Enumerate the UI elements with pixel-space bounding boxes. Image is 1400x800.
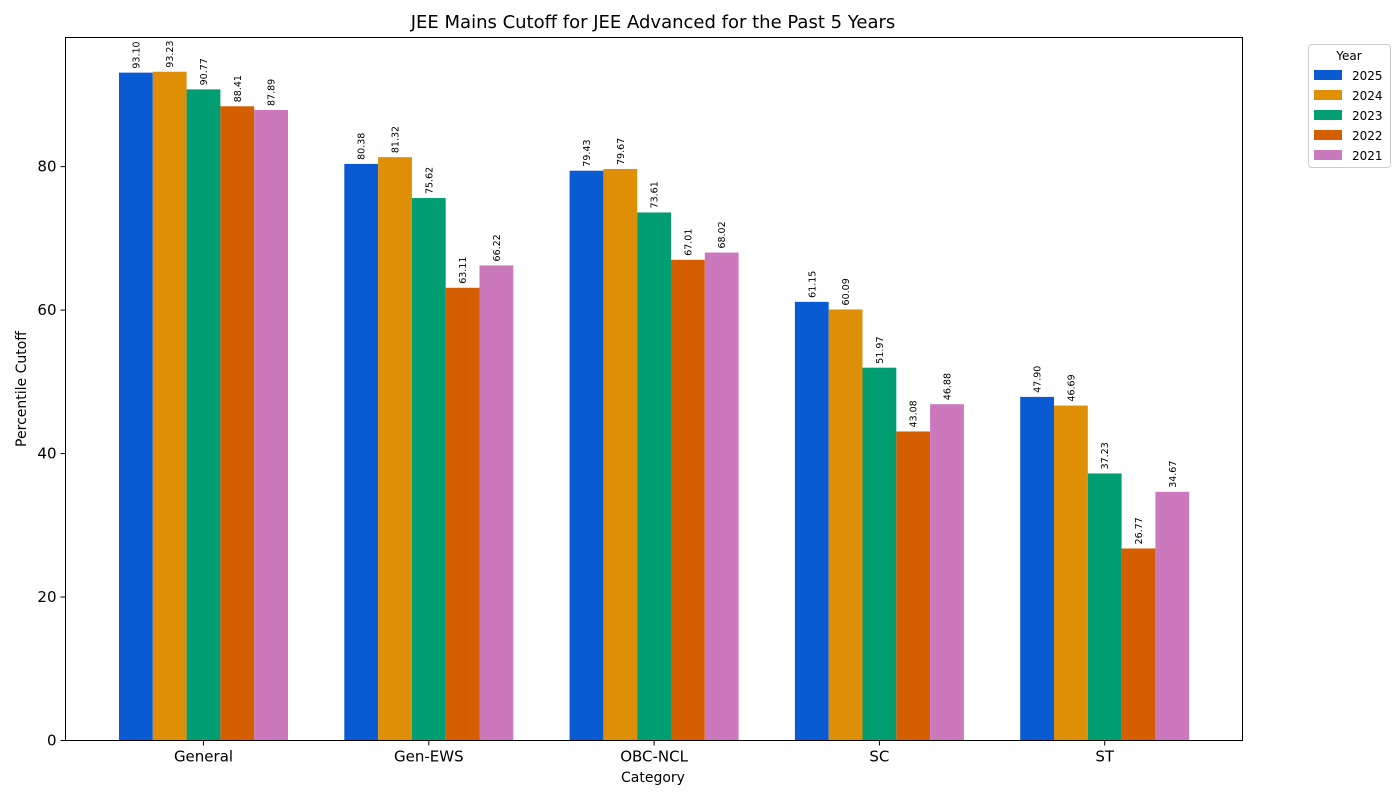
bar-value-label: 75.62: [424, 167, 435, 194]
bar-2024-Gen-EWS: [378, 157, 412, 741]
bar-2022-ST: [1121, 548, 1156, 741]
bar-value-label: 87.89: [267, 79, 278, 106]
bar-2024-ST: [1054, 405, 1088, 741]
bars-layer: [119, 71, 1190, 741]
bar-value-label: 46.69: [1066, 374, 1077, 401]
legend-swatch-2024: [1314, 90, 1342, 100]
y-tick-label: 60: [37, 301, 56, 319]
bar-value-label: 51.97: [875, 336, 886, 363]
bar-value-label: 79.67: [616, 138, 627, 165]
bar-labels-layer: 93.10 80.38 79.43 61.15 47.90 93.23 81.32 79.67…: [131, 41, 1178, 545]
bar-value-label: 34.67: [1168, 461, 1179, 488]
legend-items: 2025 2024 2023 2022 2021: [1314, 69, 1383, 163]
x-axis-label: Category: [621, 770, 685, 786]
bar-2021-SC: [930, 404, 964, 741]
bar-2021-OBC-NCL: [704, 252, 739, 741]
x-tick-label: SC: [869, 748, 889, 766]
bar-2025-ST: [1020, 396, 1054, 741]
legend-label: 2021: [1352, 149, 1383, 163]
y-tick-label: 0: [47, 732, 57, 750]
bar-2023-General: [186, 89, 221, 741]
bar-2021-Gen-EWS: [479, 265, 514, 741]
bar-2023-ST: [1087, 473, 1122, 741]
bar-2022-SC: [896, 431, 931, 741]
legend-label: 2023: [1352, 109, 1383, 123]
bar-2021-ST: [1155, 491, 1190, 741]
y-tick-label: 80: [37, 158, 56, 176]
legend-swatch-2021: [1314, 150, 1342, 160]
bar-value-label: 93.10: [131, 41, 142, 68]
x-tick-label: General: [174, 748, 233, 766]
bar-value-label: 90.77: [199, 58, 210, 85]
bar-value-label: 47.90: [1033, 366, 1044, 393]
bar-value-label: 81.32: [391, 126, 402, 153]
bar-2023-Gen-EWS: [411, 198, 446, 741]
bar-2022-General: [220, 106, 255, 741]
bar-2025-SC: [794, 301, 829, 741]
bar-value-label: 73.61: [650, 181, 661, 208]
bar-2023-SC: [862, 367, 897, 741]
bar-value-label: 63.11: [458, 257, 469, 284]
bar-2023-OBC-NCL: [637, 212, 671, 741]
bar-value-label: 80.38: [357, 133, 368, 160]
chart-title: JEE Mains Cutoff for JEE Advanced for th…: [410, 12, 896, 33]
bar-value-label: 26.77: [1134, 517, 1145, 544]
bar-value-label: 60.09: [841, 278, 852, 305]
bar-value-label: 88.41: [233, 75, 244, 102]
legend-label: 2024: [1352, 89, 1383, 103]
y-tick-label: 40: [37, 445, 56, 463]
bar-value-label: 67.01: [683, 229, 694, 256]
bar-value-label: 93.23: [165, 41, 176, 68]
y-axis-label: Percentile Cutoff: [14, 331, 30, 447]
bar-2024-SC: [828, 309, 863, 741]
x-axis: General Gen-EWS OBC-NCL SC ST: [174, 740, 1115, 766]
bar-2025-OBC-NCL: [569, 170, 604, 741]
x-tick-label: OBC-NCL: [620, 748, 688, 766]
legend-swatch-2025: [1314, 70, 1342, 80]
x-tick-label: Gen-EWS: [394, 748, 464, 766]
bar-2022-OBC-NCL: [671, 259, 705, 741]
legend-label: 2022: [1352, 129, 1383, 143]
legend: Year 2025 2024 2023 2022 2021: [1308, 44, 1391, 168]
y-axis: 0 20 40 60 80: [37, 158, 66, 750]
bar-value-label: 37.23: [1100, 442, 1111, 469]
bar-value-label: 46.88: [943, 373, 954, 400]
bar-value-label: 66.22: [492, 234, 503, 261]
bar-value-label: 61.15: [807, 271, 818, 298]
bar-2021-General: [254, 110, 288, 741]
bar-2024-General: [152, 71, 187, 741]
y-tick-label: 20: [37, 588, 56, 606]
legend-swatch-2022: [1314, 130, 1342, 140]
bar-2025-Gen-EWS: [344, 163, 379, 741]
bar-value-label: 68.02: [717, 221, 728, 248]
bar-2025-General: [119, 72, 153, 741]
bar-value-label: 79.43: [582, 140, 593, 167]
legend-label: 2025: [1352, 69, 1383, 83]
bar-2024-OBC-NCL: [603, 168, 638, 741]
legend-swatch-2023: [1314, 110, 1342, 120]
bar-2022-Gen-EWS: [445, 287, 480, 741]
x-tick-label: ST: [1095, 748, 1115, 766]
bar-value-label: 43.08: [909, 400, 920, 427]
legend-title: Year: [1335, 49, 1361, 63]
